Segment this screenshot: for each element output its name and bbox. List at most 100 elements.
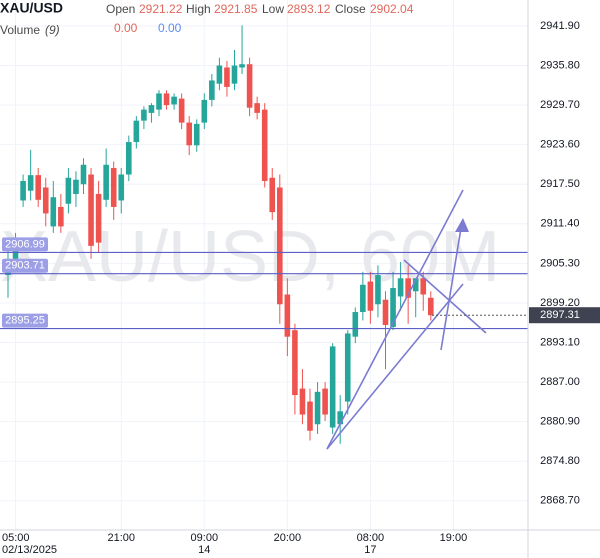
line-label: 2903.71 <box>5 260 45 272</box>
y-tick-label: 2923.60 <box>540 139 580 151</box>
candle-body <box>261 109 268 181</box>
y-tick-label: 2887.00 <box>540 376 580 388</box>
x-tick-label: 09:00 <box>191 532 219 544</box>
y-tick-label: 2874.80 <box>540 455 580 467</box>
candle-body <box>337 411 343 425</box>
candle-body <box>42 187 49 214</box>
candle-body <box>254 103 260 113</box>
field-value: 2921.85 <box>214 2 258 16</box>
candle-body <box>269 177 276 213</box>
trend-drawings <box>326 189 487 450</box>
y-tick-label: 2935.80 <box>540 59 580 71</box>
last-price-badge <box>529 307 600 324</box>
candle-body <box>375 275 381 305</box>
candle-body <box>360 284 366 313</box>
volume-param: (9) <box>45 23 60 37</box>
candle-body <box>239 64 245 68</box>
candle-body <box>382 299 389 326</box>
trend-line <box>403 259 487 334</box>
x-tick-label: 20:00 <box>274 532 302 544</box>
candle-body <box>80 164 87 185</box>
trend-arrow <box>440 227 462 351</box>
candle-body <box>329 346 336 428</box>
candle-body <box>231 65 238 84</box>
candle-body <box>405 278 411 298</box>
y-tick-label: 2893.10 <box>540 336 580 348</box>
candle-body <box>186 122 192 146</box>
candle-body <box>148 105 155 113</box>
volume-value: 0.00 <box>158 21 182 35</box>
field-label: High <box>186 2 211 16</box>
arrow-head <box>455 218 469 232</box>
candle-body <box>95 193 102 243</box>
candle-body <box>193 123 200 146</box>
field-value: 2921.22 <box>139 2 183 16</box>
y-tick-label: 2899.20 <box>540 297 580 309</box>
candle-body <box>307 401 313 431</box>
field-label: Close <box>335 2 366 16</box>
y-tick-label: 2880.90 <box>540 416 580 428</box>
x-tick-label: 05:00 <box>2 532 30 544</box>
x-date-label: 14 <box>198 544 210 556</box>
y-tick-label: 2941.90 <box>540 20 580 32</box>
candle-body <box>58 206 64 227</box>
candle-body <box>133 120 140 143</box>
candle-body <box>209 80 215 100</box>
candle-body <box>292 330 298 396</box>
field-value: 2902.04 <box>370 2 414 16</box>
x-date-label: 17 <box>364 544 376 556</box>
volume-value: 0.00 <box>114 21 138 35</box>
line-label: 2895.25 <box>5 314 45 326</box>
plot-layer: XAU/USD, 60M <box>0 0 528 530</box>
field-label: Open <box>106 2 135 16</box>
candle-body <box>277 187 283 305</box>
candle-body <box>50 197 57 227</box>
x-tick-label: 21:00 <box>107 532 135 544</box>
candle-body <box>390 288 396 327</box>
candle-body <box>224 67 230 87</box>
y-tick-label: 2905.30 <box>540 257 580 269</box>
candle-body <box>322 388 328 415</box>
y-tick-label: 2917.50 <box>540 178 580 190</box>
candle-body <box>246 64 253 108</box>
candle-body <box>284 294 291 337</box>
candle-body <box>141 109 147 121</box>
candle-body <box>110 168 117 207</box>
candle-body <box>314 391 321 425</box>
candle-body <box>126 142 132 175</box>
line-label-bg <box>2 237 48 252</box>
candle-body <box>178 98 185 123</box>
candle-body <box>344 333 351 402</box>
trend-line <box>326 189 464 450</box>
candle-body <box>163 93 170 106</box>
x-tick-label: 19:00 <box>440 532 468 544</box>
line-label: 2906.99 <box>5 238 45 250</box>
y-tick-label: 2911.40 <box>541 218 580 230</box>
candle-body <box>156 93 162 110</box>
candle-body <box>201 99 208 123</box>
y-tick-label: 2868.70 <box>540 495 580 507</box>
candle-body <box>35 175 41 200</box>
x-tick-label: 08:00 <box>357 532 385 544</box>
candle-body <box>118 174 125 201</box>
line-label-bg <box>2 258 48 273</box>
candle-body <box>352 312 359 337</box>
field-label: Low <box>262 2 284 16</box>
candle-body <box>397 278 404 297</box>
candle-body <box>367 281 374 311</box>
candle-body <box>299 388 306 415</box>
last-price-label: 2897.31 <box>540 309 580 321</box>
candle-body <box>428 297 434 316</box>
y-tick-label: 2929.70 <box>540 99 580 111</box>
volume-label: Volume <box>0 23 40 37</box>
field-value: 2893.12 <box>287 2 331 16</box>
candle-body <box>412 278 419 292</box>
header: XAU/USD Open 2921.22 High 2921.85 Low 28… <box>0 0 414 37</box>
trend-line <box>326 283 464 450</box>
candle-body <box>103 164 109 200</box>
candle-body <box>88 174 94 246</box>
candle-body <box>20 180 26 201</box>
